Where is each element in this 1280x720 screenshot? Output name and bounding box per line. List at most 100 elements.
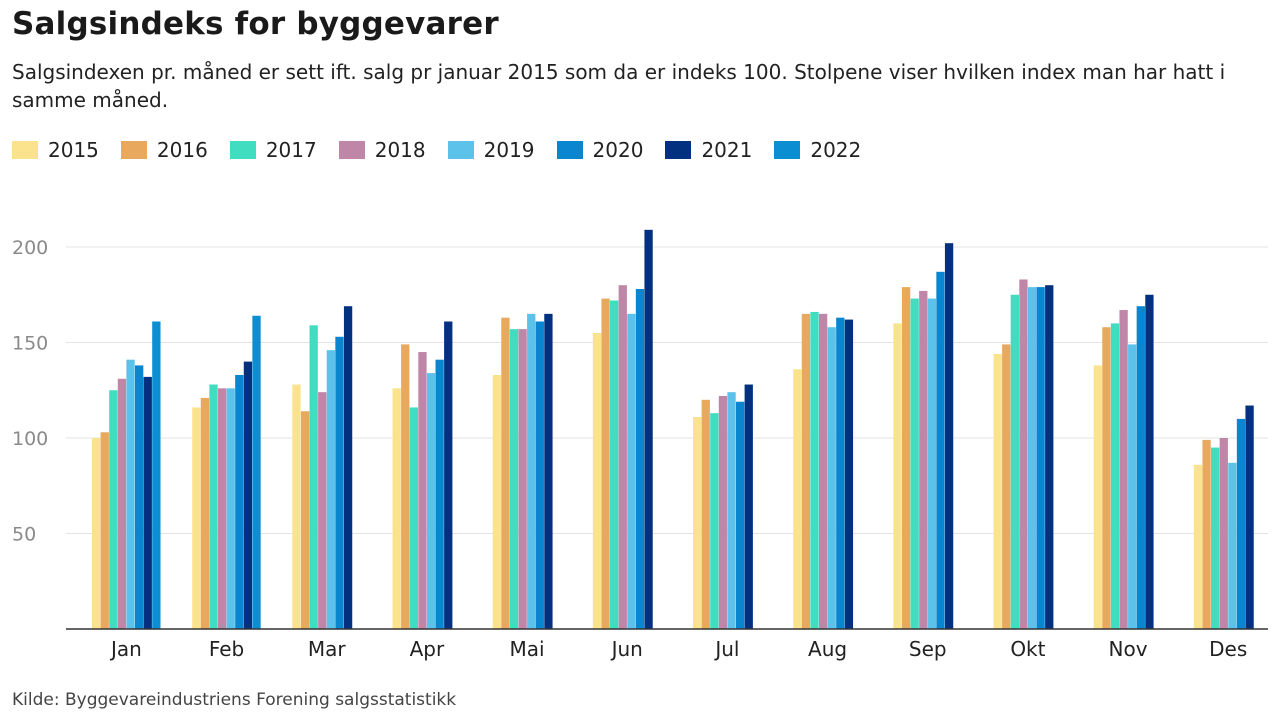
- y-tick-label: 50: [12, 524, 36, 546]
- bar-2020-Sep: [936, 271, 945, 629]
- bar-2017-Aug: [810, 311, 819, 629]
- bar-2015-Mai: [492, 374, 501, 629]
- y-tick-label: 100: [12, 428, 48, 450]
- bar-2016-Mai: [501, 317, 510, 629]
- bar-2021-Aug: [844, 319, 854, 629]
- bar-2015-Jun: [592, 332, 602, 629]
- legend-swatch: [774, 141, 801, 159]
- legend-label: 2015: [48, 138, 99, 162]
- legend-label: 2016: [156, 138, 208, 162]
- bar-2016-Jul: [701, 399, 710, 629]
- bar-2018-Apr: [418, 352, 427, 629]
- bar-2017-Jan: [109, 390, 118, 629]
- legend-label: 2017: [265, 138, 317, 162]
- bar-2020-Mai: [535, 321, 544, 629]
- legend-item-2019: 2019: [447, 138, 535, 162]
- bar-2020-Feb: [235, 374, 244, 629]
- bar-2015-Des: [1193, 464, 1203, 629]
- legend-item-2016: 2016: [120, 138, 208, 162]
- bar-2016-Apr: [401, 344, 410, 629]
- bar-2020-Mar: [335, 336, 344, 629]
- bar-2020-Jun: [635, 289, 645, 629]
- legend-swatch: [12, 141, 38, 159]
- bar-2021-Jul: [744, 384, 753, 629]
- bar-2019-Jun: [627, 313, 636, 629]
- bar-2019-Apr: [426, 373, 436, 629]
- bar-2017-Mar: [309, 325, 318, 629]
- bar-2019-Nov: [1128, 344, 1137, 629]
- bar-2020-Jan: [135, 365, 144, 629]
- bar-2016-Sep: [901, 287, 911, 629]
- bar-2016-Mar: [300, 411, 310, 629]
- bar-2016-Okt: [1002, 344, 1011, 629]
- bar-2021-Apr: [444, 321, 453, 629]
- legend-item-2021: 2021: [665, 138, 752, 162]
- bar-2019-Aug: [827, 327, 836, 629]
- legend-swatch: [447, 141, 474, 159]
- bar-2018-Mai: [518, 329, 527, 629]
- bar-2015-Mar: [292, 384, 301, 629]
- bar-2021-Feb: [243, 361, 253, 629]
- bar-2019-Des: [1228, 462, 1237, 629]
- bar-2015-Apr: [392, 388, 401, 629]
- x-tick-label: Jul: [713, 637, 739, 661]
- bar-2017-Okt: [1010, 294, 1019, 629]
- x-tick-label: Mai: [510, 637, 545, 661]
- x-tick-label: Jan: [109, 637, 142, 661]
- bar-2017-Nov: [1110, 323, 1120, 629]
- bar-2015-Aug: [793, 369, 802, 629]
- bar-2019-Mai: [527, 313, 536, 629]
- y-tick-label: 150: [12, 333, 48, 355]
- bar-2018-Mar: [318, 392, 327, 629]
- x-tick-label: Nov: [1109, 637, 1148, 661]
- x-tick-label: Okt: [1010, 637, 1045, 661]
- bar-2022-Jan: [152, 321, 161, 629]
- bar-2021-Jan: [143, 376, 152, 629]
- bar-2021-Mar: [343, 306, 353, 629]
- legend-label: 2022: [810, 138, 862, 162]
- chart-subtitle: Salgsindexen pr. måned er sett ift. salg…: [12, 60, 1226, 112]
- legend-swatch: [338, 141, 365, 159]
- bar-2018-Sep: [919, 290, 928, 629]
- bar-2015-Feb: [192, 407, 201, 629]
- bar-2020-Aug: [836, 317, 845, 629]
- bar-2020-Jul: [736, 401, 745, 629]
- bar-2019-Feb: [226, 388, 235, 629]
- bar-2015-Sep: [893, 323, 902, 629]
- bar-2020-Des: [1236, 418, 1246, 629]
- y-tick-label: 200: [12, 237, 48, 259]
- x-tick-label: Des: [1209, 637, 1247, 661]
- bar-2018-Jul: [718, 395, 728, 629]
- chart-title: Salgsindeks for byggevarer: [12, 6, 499, 42]
- bar-2018-Nov: [1119, 310, 1128, 629]
- bar-2021-Nov: [1145, 294, 1154, 629]
- x-tick-label: Aug: [808, 637, 847, 661]
- bar-2018-Des: [1219, 438, 1228, 629]
- x-tick-label: Apr: [410, 637, 445, 661]
- bar-2021-Jun: [644, 229, 653, 629]
- x-tick-label: Sep: [909, 637, 947, 661]
- bar-2017-Jun: [610, 300, 619, 629]
- legend-swatch: [665, 141, 692, 159]
- bar-2015-Nov: [1093, 365, 1102, 629]
- bar-2016-Des: [1202, 439, 1211, 629]
- bar-2022-Feb: [252, 315, 261, 629]
- bar-2020-Apr: [435, 359, 444, 629]
- legend-item-2022: 2022: [774, 138, 861, 162]
- bar-2021-Sep: [944, 243, 954, 629]
- x-tick-label: Jun: [610, 637, 643, 661]
- legend: 2015 2016 2017 2018 2019 2020 2021 2022: [12, 138, 883, 162]
- bar-2018-Okt: [1019, 279, 1028, 629]
- legend-swatch: [120, 141, 147, 159]
- bar-2019-Sep: [927, 298, 937, 629]
- bar-2018-Aug: [818, 313, 828, 629]
- bar-2017-Sep: [910, 298, 919, 629]
- bar-2020-Nov: [1136, 306, 1145, 629]
- bar-2017-Des: [1211, 447, 1220, 629]
- legend-swatch: [229, 141, 256, 159]
- bar-2018-Jan: [117, 378, 127, 629]
- bar-2021-Mai: [544, 313, 553, 629]
- x-tick-label: Feb: [209, 637, 244, 661]
- legend-item-2020: 2020: [556, 138, 643, 162]
